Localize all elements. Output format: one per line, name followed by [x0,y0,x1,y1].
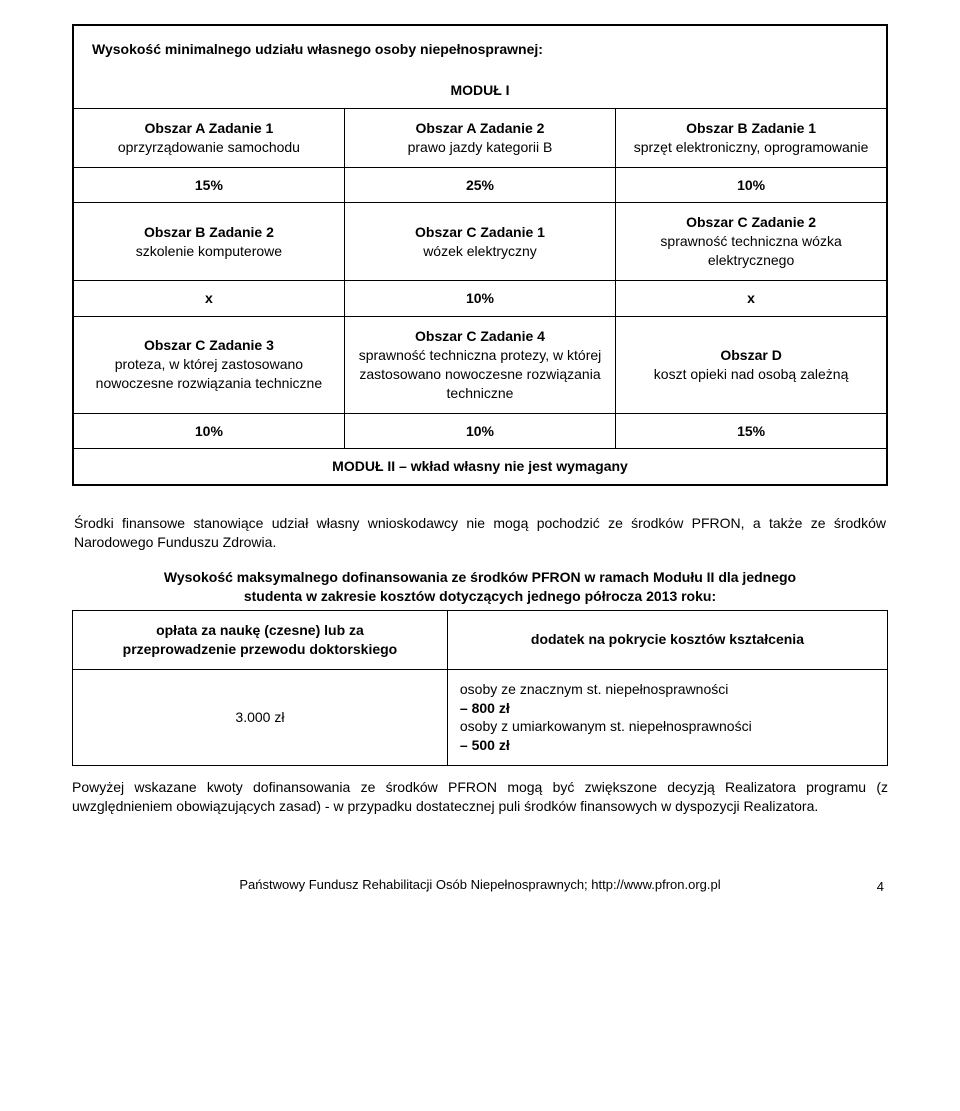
cell-head: Obszar C Zadanie 3 [86,336,332,355]
table-cell: Obszar C Zadanie 4 sprawność techniczna … [344,317,615,414]
t2l4: – 500 zł [460,737,510,753]
table-cell: 25% [344,167,615,203]
table-cell: 15% [73,167,344,203]
table2-h1a: opłata za naukę (czesne) lub za [156,622,364,638]
t2l3: osoby z umiarkowanym st. niepełnosprawno… [460,718,752,734]
table1-title: Wysokość minimalnego udziału własnego os… [82,34,878,65]
table2-value-1: 3.000 zł [73,669,448,766]
table-cell: Obszar C Zadanie 3 proteza, w której zas… [73,317,344,414]
table2-header-1: opłata za naukę (czesne) lub za przeprow… [73,610,448,669]
cell-head: Obszar D [628,346,874,365]
t2l1: osoby ze znacznym st. niepełnosprawności [460,681,728,697]
table-cell: Obszar B Zadanie 2 szkolenie komputerowe [73,203,344,281]
table2-value-2: osoby ze znacznym st. niepełnosprawności… [447,669,887,766]
t2l2: – 800 zł [460,700,510,716]
cell-sub: oprzyrządowanie samochodu [86,138,332,157]
table-cell: Obszar A Zadanie 1 oprzyrządowanie samoc… [73,108,344,167]
footer-paragraph: Powyżej wskazane kwoty dofinansowania ze… [72,778,888,816]
cell-sub: prawo jazdy kategorii B [357,138,603,157]
cell-head: Obszar A Zadanie 2 [357,119,603,138]
heading-module2-line1: Wysokość maksymalnego dofinansowania ze … [164,569,796,585]
table-cell: Obszar C Zadanie 2 sprawność techniczna … [616,203,887,281]
table2-h1b: przeprowadzenie przewodu doktorskiego [123,641,398,657]
table-cell: Obszar C Zadanie 1 wózek elektryczny [344,203,615,281]
table-modul-2: opłata za naukę (czesne) lub za przeprow… [72,610,888,766]
table-cell: 10% [616,167,887,203]
table-modul-1: Wysokość minimalnego udziału własnego os… [72,24,888,486]
cell-sub: sprzęt elektroniczny, oprogramowanie [628,138,874,157]
table-cell: 10% [344,413,615,449]
module2-line: MODUŁ II – wkład własny nie jest wymagan… [73,449,887,485]
table-cell: x [73,281,344,317]
page: Wysokość minimalnego udziału własnego os… [0,0,960,1111]
module1-header: MODUŁ I [73,73,887,108]
table-cell: Obszar B Zadanie 1 sprzęt elektroniczny,… [616,108,887,167]
table-cell: 15% [616,413,887,449]
heading-module2: Wysokość maksymalnego dofinansowania ze … [72,568,888,606]
cell-sub: sprawność techniczna wózka elektrycznego [628,232,874,270]
table-cell: x [616,281,887,317]
table-cell: 10% [344,281,615,317]
table-cell: Obszar D koszt opieki nad osobą zależną [616,317,887,414]
cell-head: Obszar C Zadanie 2 [628,213,874,232]
cell-head: Obszar B Zadanie 2 [86,223,332,242]
paragraph-sources: Środki finansowe stanowiące udział własn… [72,514,888,552]
heading-module2-line2: studenta w zakresie kosztów dotyczących … [244,588,716,604]
cell-head: Obszar C Zadanie 1 [357,223,603,242]
cell-sub: szkolenie komputerowe [86,242,332,261]
cell-head: Obszar A Zadanie 1 [86,119,332,138]
cell-head: Obszar B Zadanie 1 [628,119,874,138]
cell-sub: koszt opieki nad osobą zależną [628,365,874,384]
cell-sub: wózek elektryczny [357,242,603,261]
table-cell: Obszar A Zadanie 2 prawo jazdy kategorii… [344,108,615,167]
table2-header-2: dodatek na pokrycie kosztów kształcenia [447,610,887,669]
cell-sub: proteza, w której zastosowano nowoczesne… [86,355,332,393]
cell-head: Obszar C Zadanie 4 [357,327,603,346]
cell-sub: sprawność techniczna protezy, w której z… [357,346,603,403]
table-cell: 10% [73,413,344,449]
